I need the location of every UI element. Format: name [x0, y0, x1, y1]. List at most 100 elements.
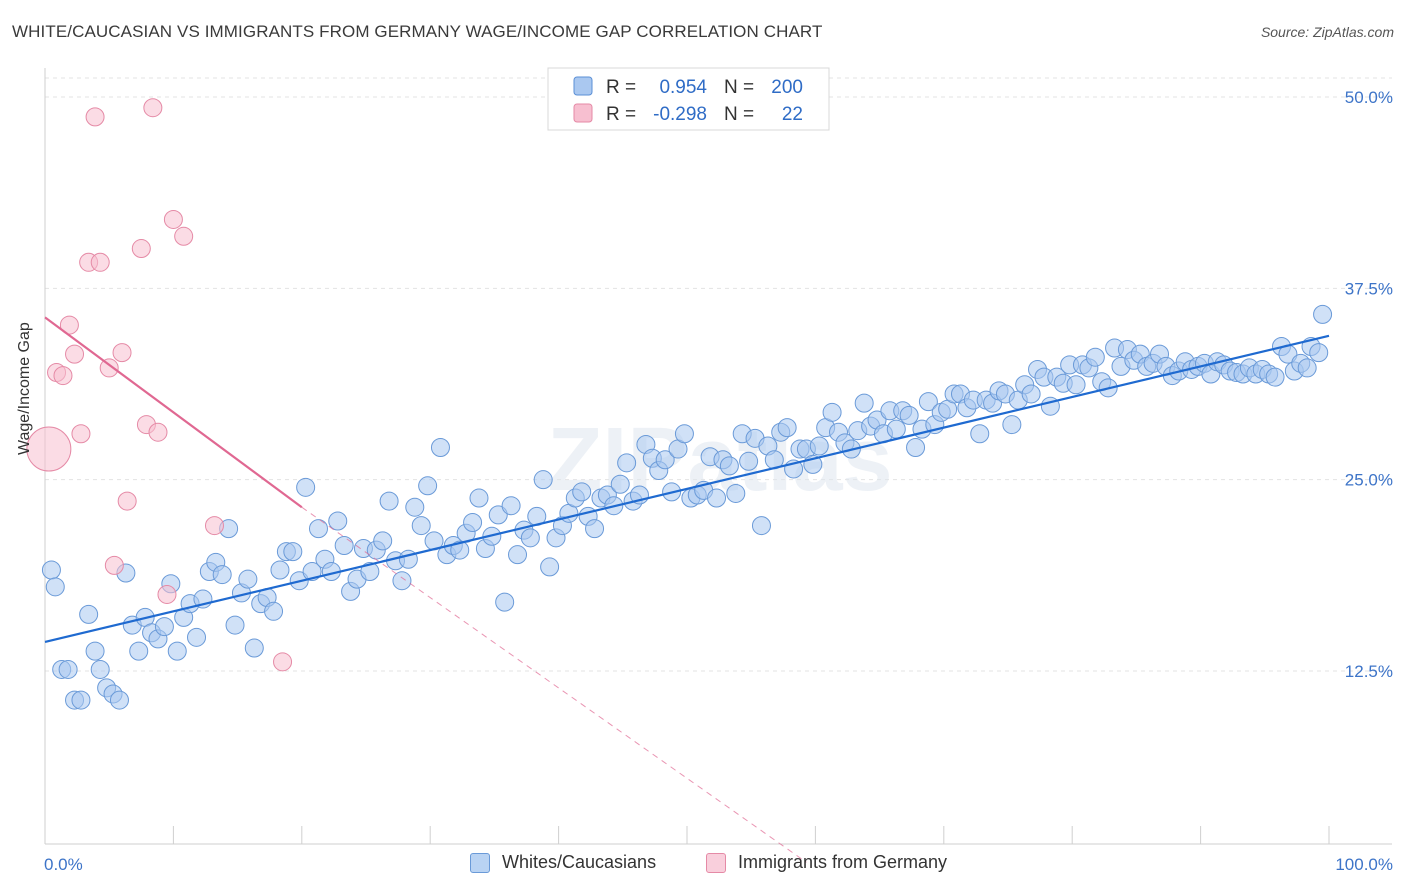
- source-label: Source: ZipAtlas.com: [1260, 24, 1394, 40]
- point-s0-1: [45, 577, 65, 597]
- point-s0-104: [707, 488, 727, 508]
- legend-swatch-germany: [706, 852, 726, 873]
- point-s0-99: [674, 424, 694, 444]
- point-s1-19: [204, 516, 224, 536]
- point-s1-7: [85, 107, 105, 127]
- stats-n-label-1: N =: [724, 104, 754, 125]
- point-s1-9: [99, 358, 119, 378]
- point-s0-115: [777, 418, 797, 438]
- stats-r-label-0: R =: [606, 77, 636, 98]
- y-tick-label-0: 12.5%: [1345, 662, 1393, 681]
- point-s0-77: [533, 470, 553, 490]
- trend-extension-s1: [301, 506, 807, 863]
- point-s0-36: [270, 560, 290, 580]
- point-s0-50: [360, 562, 380, 582]
- point-s0-199: [1313, 304, 1333, 324]
- point-s0-46: [334, 535, 354, 555]
- point-s0-52: [373, 531, 393, 551]
- point-s0-57: [405, 497, 425, 517]
- point-s0-29: [225, 615, 245, 635]
- y-axis-label: Wage/Income Gap: [16, 322, 33, 455]
- point-s1-8: [90, 252, 110, 272]
- stats-legend-box: [547, 67, 830, 131]
- point-s0-41: [302, 562, 322, 582]
- point-s0-42: [308, 519, 328, 539]
- point-s0-20: [167, 641, 187, 661]
- point-s1-12: [131, 239, 151, 259]
- point-s0-109: [739, 451, 759, 471]
- point-s0-67: [469, 488, 489, 508]
- point-s1-2: [53, 366, 73, 386]
- point-s0-85: [585, 519, 605, 539]
- point-s0-55: [392, 571, 412, 591]
- stats-n-value-1: 22: [782, 104, 803, 125]
- x-tick-label-0: 0.0%: [44, 855, 83, 874]
- point-s0-107: [726, 483, 746, 503]
- point-s0-6: [79, 604, 99, 624]
- point-s0-40: [296, 477, 316, 497]
- stats-swatch-0: [573, 76, 593, 96]
- point-s0-8: [90, 659, 110, 679]
- point-s0-196: [1297, 358, 1317, 378]
- y-tick-label-3: 50.0%: [1345, 88, 1393, 107]
- point-s0-23: [187, 627, 207, 647]
- point-s0-70: [488, 505, 508, 525]
- point-s0-90: [617, 453, 637, 473]
- point-s1-0: [26, 426, 72, 472]
- point-s0-18: [154, 617, 174, 637]
- legend-label-germany: Immigrants from Germany: [738, 852, 948, 872]
- stats-n-label-0: N =: [724, 77, 754, 98]
- point-s1-18: [174, 226, 194, 246]
- x-tick-label-1: 100.0%: [1335, 855, 1393, 874]
- point-s0-73: [508, 545, 528, 565]
- point-s0-0: [41, 560, 61, 580]
- point-s0-78: [540, 557, 560, 577]
- point-s1-3: [59, 315, 79, 335]
- point-s0-11: [109, 690, 129, 710]
- legend-label-whites: Whites/Caucasians: [502, 852, 657, 872]
- point-s1-5: [71, 424, 91, 444]
- point-s0-45: [328, 511, 348, 531]
- point-s1-21: [273, 652, 293, 672]
- point-s0-198: [1309, 343, 1329, 363]
- point-s0-35: [264, 601, 284, 621]
- stats-legend: R = 0.954 N = 200 R = -0.298 N = 22: [547, 67, 830, 131]
- stats-n-value-0: 200: [771, 77, 803, 98]
- y-tick-label-1: 25.0%: [1345, 471, 1393, 490]
- point-s0-137: [918, 392, 938, 412]
- point-s1-4: [65, 344, 85, 364]
- point-s1-20: [104, 555, 124, 575]
- point-s0-150: [1002, 415, 1022, 435]
- point-s0-58: [411, 516, 431, 536]
- point-s1-10: [112, 343, 132, 363]
- point-s0-163: [1085, 347, 1105, 367]
- point-s0-83: [572, 482, 592, 502]
- point-s0-27: [212, 565, 232, 585]
- series-legend: Whites/Caucasians Immigrants from German…: [0, 852, 1406, 878]
- stats-swatch-1: [573, 103, 593, 123]
- point-s0-3: [58, 659, 78, 679]
- point-s0-135: [906, 438, 926, 458]
- point-s0-64: [450, 540, 470, 560]
- legend-item-whites: Whites/Caucasians: [470, 852, 656, 873]
- point-s0-31: [238, 569, 258, 589]
- point-s0-145: [970, 424, 990, 444]
- data-points: [26, 98, 1333, 710]
- point-s0-120: [809, 436, 829, 456]
- point-s1-17: [163, 209, 183, 229]
- point-s0-75: [520, 528, 540, 548]
- point-s0-134: [899, 405, 919, 425]
- point-s0-59: [418, 476, 438, 496]
- point-s0-61: [430, 438, 450, 458]
- trend-lines: [44, 316, 1330, 863]
- point-s0-153: [1021, 384, 1041, 404]
- point-s0-38: [283, 542, 303, 562]
- point-s1-11: [117, 491, 137, 511]
- point-s1-16: [157, 584, 177, 604]
- point-s0-14: [129, 641, 149, 661]
- point-s0-72: [501, 496, 521, 516]
- point-s0-191: [1265, 367, 1285, 387]
- legend-swatch-whites: [470, 852, 490, 873]
- point-s0-66: [463, 513, 483, 533]
- point-s0-106: [719, 456, 739, 476]
